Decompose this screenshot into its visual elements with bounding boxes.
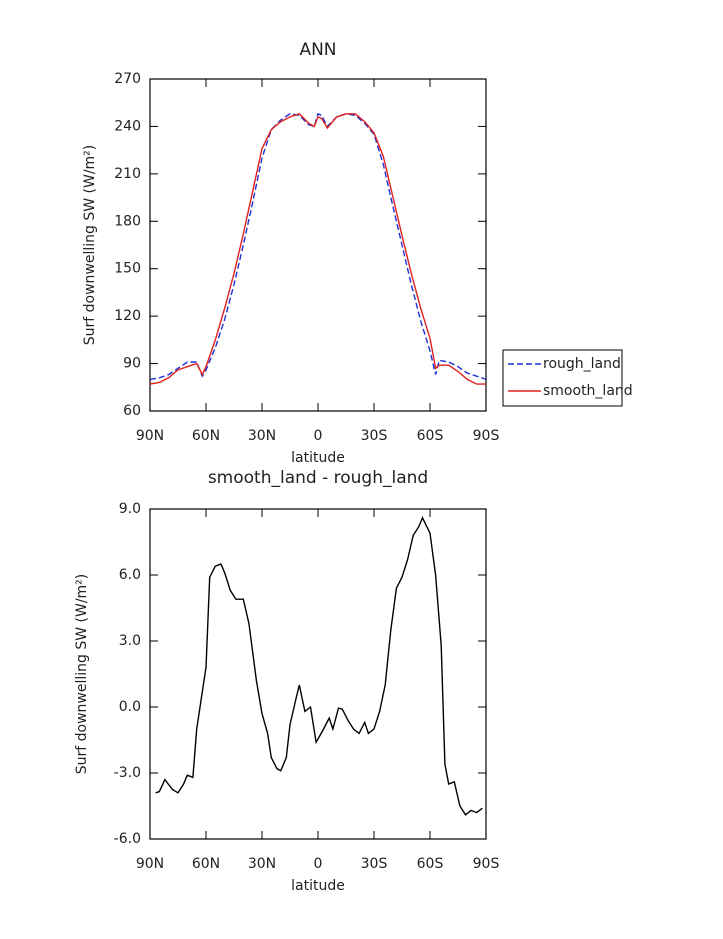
x-tick-label: 60N: [192, 428, 220, 444]
legend-box: [502, 349, 623, 407]
x-tick-label: 30S: [361, 856, 388, 872]
x-tick-label: 90S: [473, 856, 500, 872]
x-axis-label: latitude: [291, 878, 345, 894]
legend-label: rough_land: [543, 356, 621, 372]
y-axis-label: Surf downwelling SW (W/m²): [74, 574, 90, 775]
y-tick-label: 9.0: [119, 501, 141, 517]
x-tick-label: 0: [314, 856, 323, 872]
x-tick-label: 30N: [248, 856, 276, 872]
plot-frame: [149, 508, 487, 840]
y-axis-label: Surf downwelling SW (W/m²): [82, 145, 98, 346]
y-tick-label: 90: [123, 356, 141, 372]
series-line: [155, 516, 483, 816]
chart-title: smooth_land - rough_land: [208, 468, 428, 488]
legend-label: smooth_land: [543, 383, 633, 399]
y-tick-label: 3.0: [119, 633, 141, 649]
plot-frame: [149, 78, 487, 412]
x-tick-label: 60S: [417, 428, 444, 444]
y-tick-label: 240: [114, 118, 141, 134]
chart-title: ANN: [299, 40, 336, 60]
y-tick-label: -6.0: [114, 831, 141, 847]
x-tick-label: 30S: [361, 428, 388, 444]
y-tick-label: 0.0: [119, 699, 141, 715]
x-tick-label: 30N: [248, 428, 276, 444]
y-tick-label: 210: [114, 166, 141, 182]
y-tick-label: 270: [114, 71, 141, 87]
series-line: [149, 112, 486, 385]
y-tick-label: -3.0: [114, 765, 141, 781]
y-tick-label: 150: [114, 261, 141, 277]
x-tick-label: 90S: [473, 428, 500, 444]
y-tick-label: 60: [123, 403, 141, 419]
x-tick-label: 60S: [417, 856, 444, 872]
x-axis-label: latitude: [291, 450, 345, 466]
x-tick-label: 90N: [136, 428, 164, 444]
y-tick-label: 6.0: [119, 567, 141, 583]
x-tick-label: 90N: [136, 856, 164, 872]
x-tick-label: 60N: [192, 856, 220, 872]
y-tick-label: 180: [114, 213, 141, 229]
y-tick-label: 120: [114, 308, 141, 324]
series-line: [149, 112, 487, 381]
x-tick-label: 0: [314, 428, 323, 444]
